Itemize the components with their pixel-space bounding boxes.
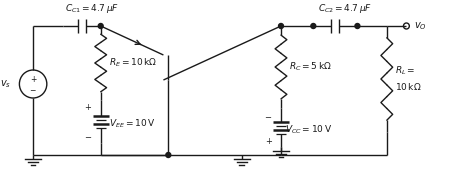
Text: $10\,\mathrm{k}\Omega$: $10\,\mathrm{k}\Omega$: [395, 81, 421, 92]
Text: +: +: [84, 103, 91, 113]
Text: $-$: $-$: [29, 84, 37, 93]
Text: $v_s$: $v_s$: [0, 78, 11, 90]
Text: $V_{EE} = 10\,\mathrm{V}$: $V_{EE} = 10\,\mathrm{V}$: [109, 118, 155, 130]
Text: $C_{C2} = 4.7\,\mu F$: $C_{C2} = 4.7\,\mu F$: [318, 2, 372, 15]
Circle shape: [355, 23, 360, 29]
Text: +: +: [265, 138, 272, 147]
Text: $R_E = 10\,\mathrm{k}\Omega$: $R_E = 10\,\mathrm{k}\Omega$: [109, 57, 157, 69]
Circle shape: [166, 152, 171, 158]
Text: $R_L =$: $R_L =$: [395, 65, 415, 77]
Text: $-$: $-$: [264, 112, 273, 120]
Text: $v_O$: $v_O$: [414, 20, 427, 32]
Text: $V_{CC} = 10\,\mathrm{V}$: $V_{CC} = 10\,\mathrm{V}$: [285, 124, 332, 136]
Circle shape: [311, 23, 316, 29]
Text: $-$: $-$: [84, 131, 92, 140]
Circle shape: [98, 23, 103, 29]
Text: $C_{C1} = 4.7\,\mu F$: $C_{C1} = 4.7\,\mu F$: [65, 2, 119, 15]
Text: +: +: [30, 75, 36, 83]
Circle shape: [279, 23, 283, 29]
Text: $R_C = 5\,\mathrm{k}\Omega$: $R_C = 5\,\mathrm{k}\Omega$: [289, 61, 332, 73]
